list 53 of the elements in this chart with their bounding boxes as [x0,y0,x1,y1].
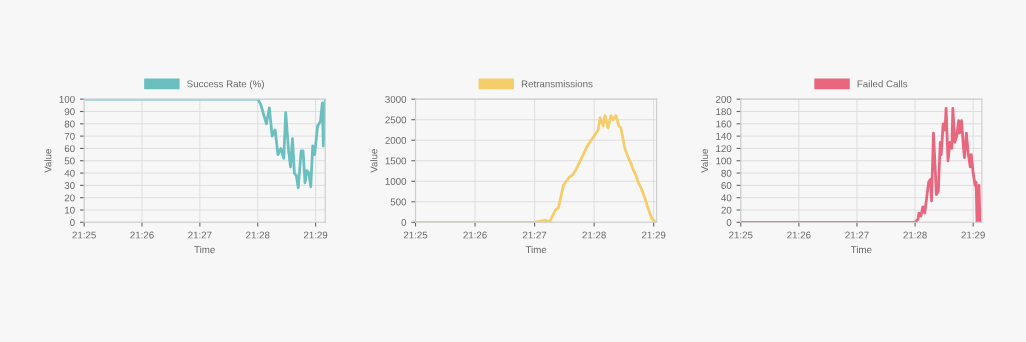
y-tick-label: 120 [716,145,732,153]
y-tick-label: 0 [401,219,407,226]
y-tick-label: 0 [726,219,732,226]
y-axis-title: Value [370,149,378,173]
legend-label: Success Rate (%) [187,80,264,90]
y-tick-label: 0 [70,219,75,226]
x-tick-label: 21:28 [582,231,606,239]
y-tick-label: 1000 [385,177,407,185]
y-tick-label: 10 [65,206,75,214]
y-tick-label: 20 [721,206,732,214]
legend-label: Retransmissions [521,80,593,88]
y-tick-label: 200 [716,95,732,103]
y-tick-label: 80 [721,169,732,177]
y-tick-label: 180 [716,108,732,116]
x-axis-title: Time [525,245,547,254]
x-tick-label: 21:29 [641,231,666,239]
x-tick-label: 21:26 [463,231,487,239]
y-tick-label: 60 [721,182,732,189]
x-tick-label: 21:27 [845,231,869,239]
y-tick-label: 1500 [385,157,407,165]
y-tick-label: 20 [64,194,75,202]
x-axis-title: Time [194,245,215,254]
x-tick-label: 21:26 [130,231,154,239]
y-tick-label: 140 [716,132,732,140]
x-tick-label: 21:29 [961,231,985,239]
x-tick-label: 21:28 [246,231,270,239]
y-tick-label: 80 [64,120,75,128]
x-tick-label: 21:25 [729,231,753,239]
legend-label: Failed Calls [857,80,908,88]
x-tick-label: 21:28 [903,231,927,239]
y-tick-label: 3000 [385,95,407,103]
y-tick-label: 50 [64,157,75,165]
y-tick-label: 40 [721,194,732,202]
y-axis-title: Value [44,149,52,173]
y-tick-label: 2000 [385,136,407,144]
x-axis-title: Time [850,245,872,254]
y-tick-label: 100 [716,157,732,165]
y-tick-label: 500 [390,198,407,206]
y-tick-label: 70 [64,132,75,140]
y-axis-title: Value [700,149,709,173]
y-tick-label: 2500 [385,116,407,124]
x-tick-label: 21:25 [72,231,96,239]
x-tick-label: 21:29 [303,231,328,239]
x-tick-label: 21:26 [787,231,811,239]
x-tick-label: 21:27 [188,231,212,239]
y-tick-label: 90 [64,108,75,116]
y-tick-label: 100 [59,95,75,103]
y-tick-label: 60 [64,145,75,153]
y-tick-label: 40 [64,169,75,177]
x-tick-label: 21:27 [522,231,547,239]
y-tick-label: 30 [64,182,75,189]
x-tick-label: 21:25 [403,231,428,239]
y-tick-label: 160 [716,120,732,128]
